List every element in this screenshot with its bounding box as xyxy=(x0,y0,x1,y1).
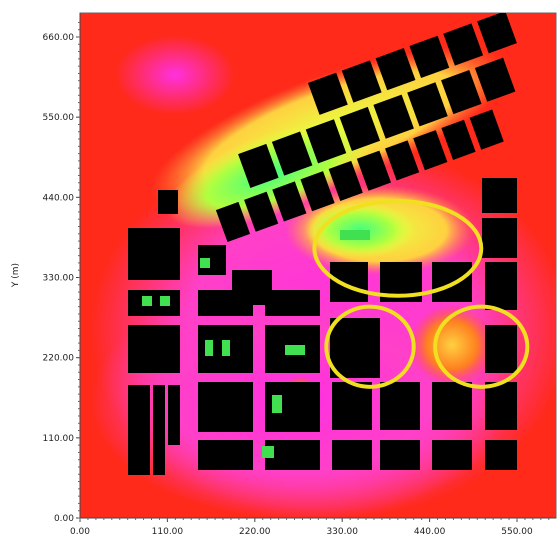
building xyxy=(198,290,253,316)
y-tick-label: 550.00 xyxy=(43,113,75,123)
y-tick-label: 660.00 xyxy=(43,33,75,43)
heat-blob xyxy=(410,305,494,385)
highlight-ellipse xyxy=(312,198,484,298)
building xyxy=(413,130,448,171)
building xyxy=(356,150,392,191)
y-tick-label: 0.00 xyxy=(54,514,74,524)
buildings xyxy=(128,13,517,475)
building xyxy=(265,290,320,316)
courtyard xyxy=(160,296,170,306)
building xyxy=(238,143,279,188)
building xyxy=(128,228,180,280)
building xyxy=(215,201,251,243)
building xyxy=(432,262,472,302)
building xyxy=(128,325,180,373)
courtyard xyxy=(205,340,213,356)
building xyxy=(330,318,380,378)
highlight-ellipse xyxy=(324,304,416,389)
y-tick-label: 440.00 xyxy=(43,193,75,203)
building xyxy=(272,181,307,222)
courtyards xyxy=(142,230,370,458)
building xyxy=(409,35,450,78)
building xyxy=(485,382,517,430)
building xyxy=(443,23,484,66)
courtyard xyxy=(340,230,370,240)
building xyxy=(380,382,420,430)
building xyxy=(485,262,517,310)
building xyxy=(373,94,414,139)
y-tick-label: 220.00 xyxy=(43,354,75,364)
y-tick-label: 110.00 xyxy=(43,434,75,444)
building xyxy=(307,72,348,115)
building xyxy=(441,119,476,160)
building xyxy=(407,82,448,127)
building xyxy=(380,440,420,470)
building xyxy=(341,60,382,103)
building xyxy=(128,385,150,475)
courtyard xyxy=(285,345,305,355)
courtyard xyxy=(272,395,282,413)
annotation-layer xyxy=(312,198,530,389)
building xyxy=(485,440,517,470)
building xyxy=(432,382,472,430)
building xyxy=(158,190,178,214)
building xyxy=(128,290,180,316)
building xyxy=(482,218,517,258)
building xyxy=(168,385,180,445)
building xyxy=(332,382,372,430)
building xyxy=(441,69,482,115)
heat-field xyxy=(90,13,556,518)
building xyxy=(485,325,517,373)
building xyxy=(474,57,516,102)
building xyxy=(469,109,504,150)
building xyxy=(244,191,279,232)
heat-blob xyxy=(115,35,235,115)
building xyxy=(305,119,347,164)
building xyxy=(477,13,517,54)
building xyxy=(482,178,517,213)
building xyxy=(385,140,420,181)
courtyard xyxy=(222,340,230,356)
building xyxy=(300,171,335,212)
x-tick-label: 110.00 xyxy=(152,527,184,537)
x-tick-label: 550.00 xyxy=(501,527,533,537)
courtyard xyxy=(262,446,274,458)
building xyxy=(328,160,363,202)
building xyxy=(432,440,472,470)
building xyxy=(375,48,416,91)
x-tick-label: 220.00 xyxy=(239,527,271,537)
x-tick-label: 0.00 xyxy=(70,527,90,537)
axis-ticks: 0.00 110.00 220.00 330.00 440.00 550.00 0.00 11… xyxy=(43,21,550,537)
courtyard xyxy=(200,258,210,268)
building xyxy=(271,131,313,176)
building xyxy=(339,106,381,152)
x-tick-label: 330.00 xyxy=(326,527,358,537)
building xyxy=(332,440,372,470)
y-axis-title: Y (m) xyxy=(11,263,21,288)
building xyxy=(198,440,253,470)
building xyxy=(198,382,253,432)
courtyard xyxy=(142,296,152,306)
highlight-ellipse xyxy=(433,304,530,389)
building xyxy=(153,385,165,475)
building xyxy=(265,440,320,470)
x-tick-label: 440.00 xyxy=(414,527,446,537)
y-tick-label: 330.00 xyxy=(43,274,75,284)
